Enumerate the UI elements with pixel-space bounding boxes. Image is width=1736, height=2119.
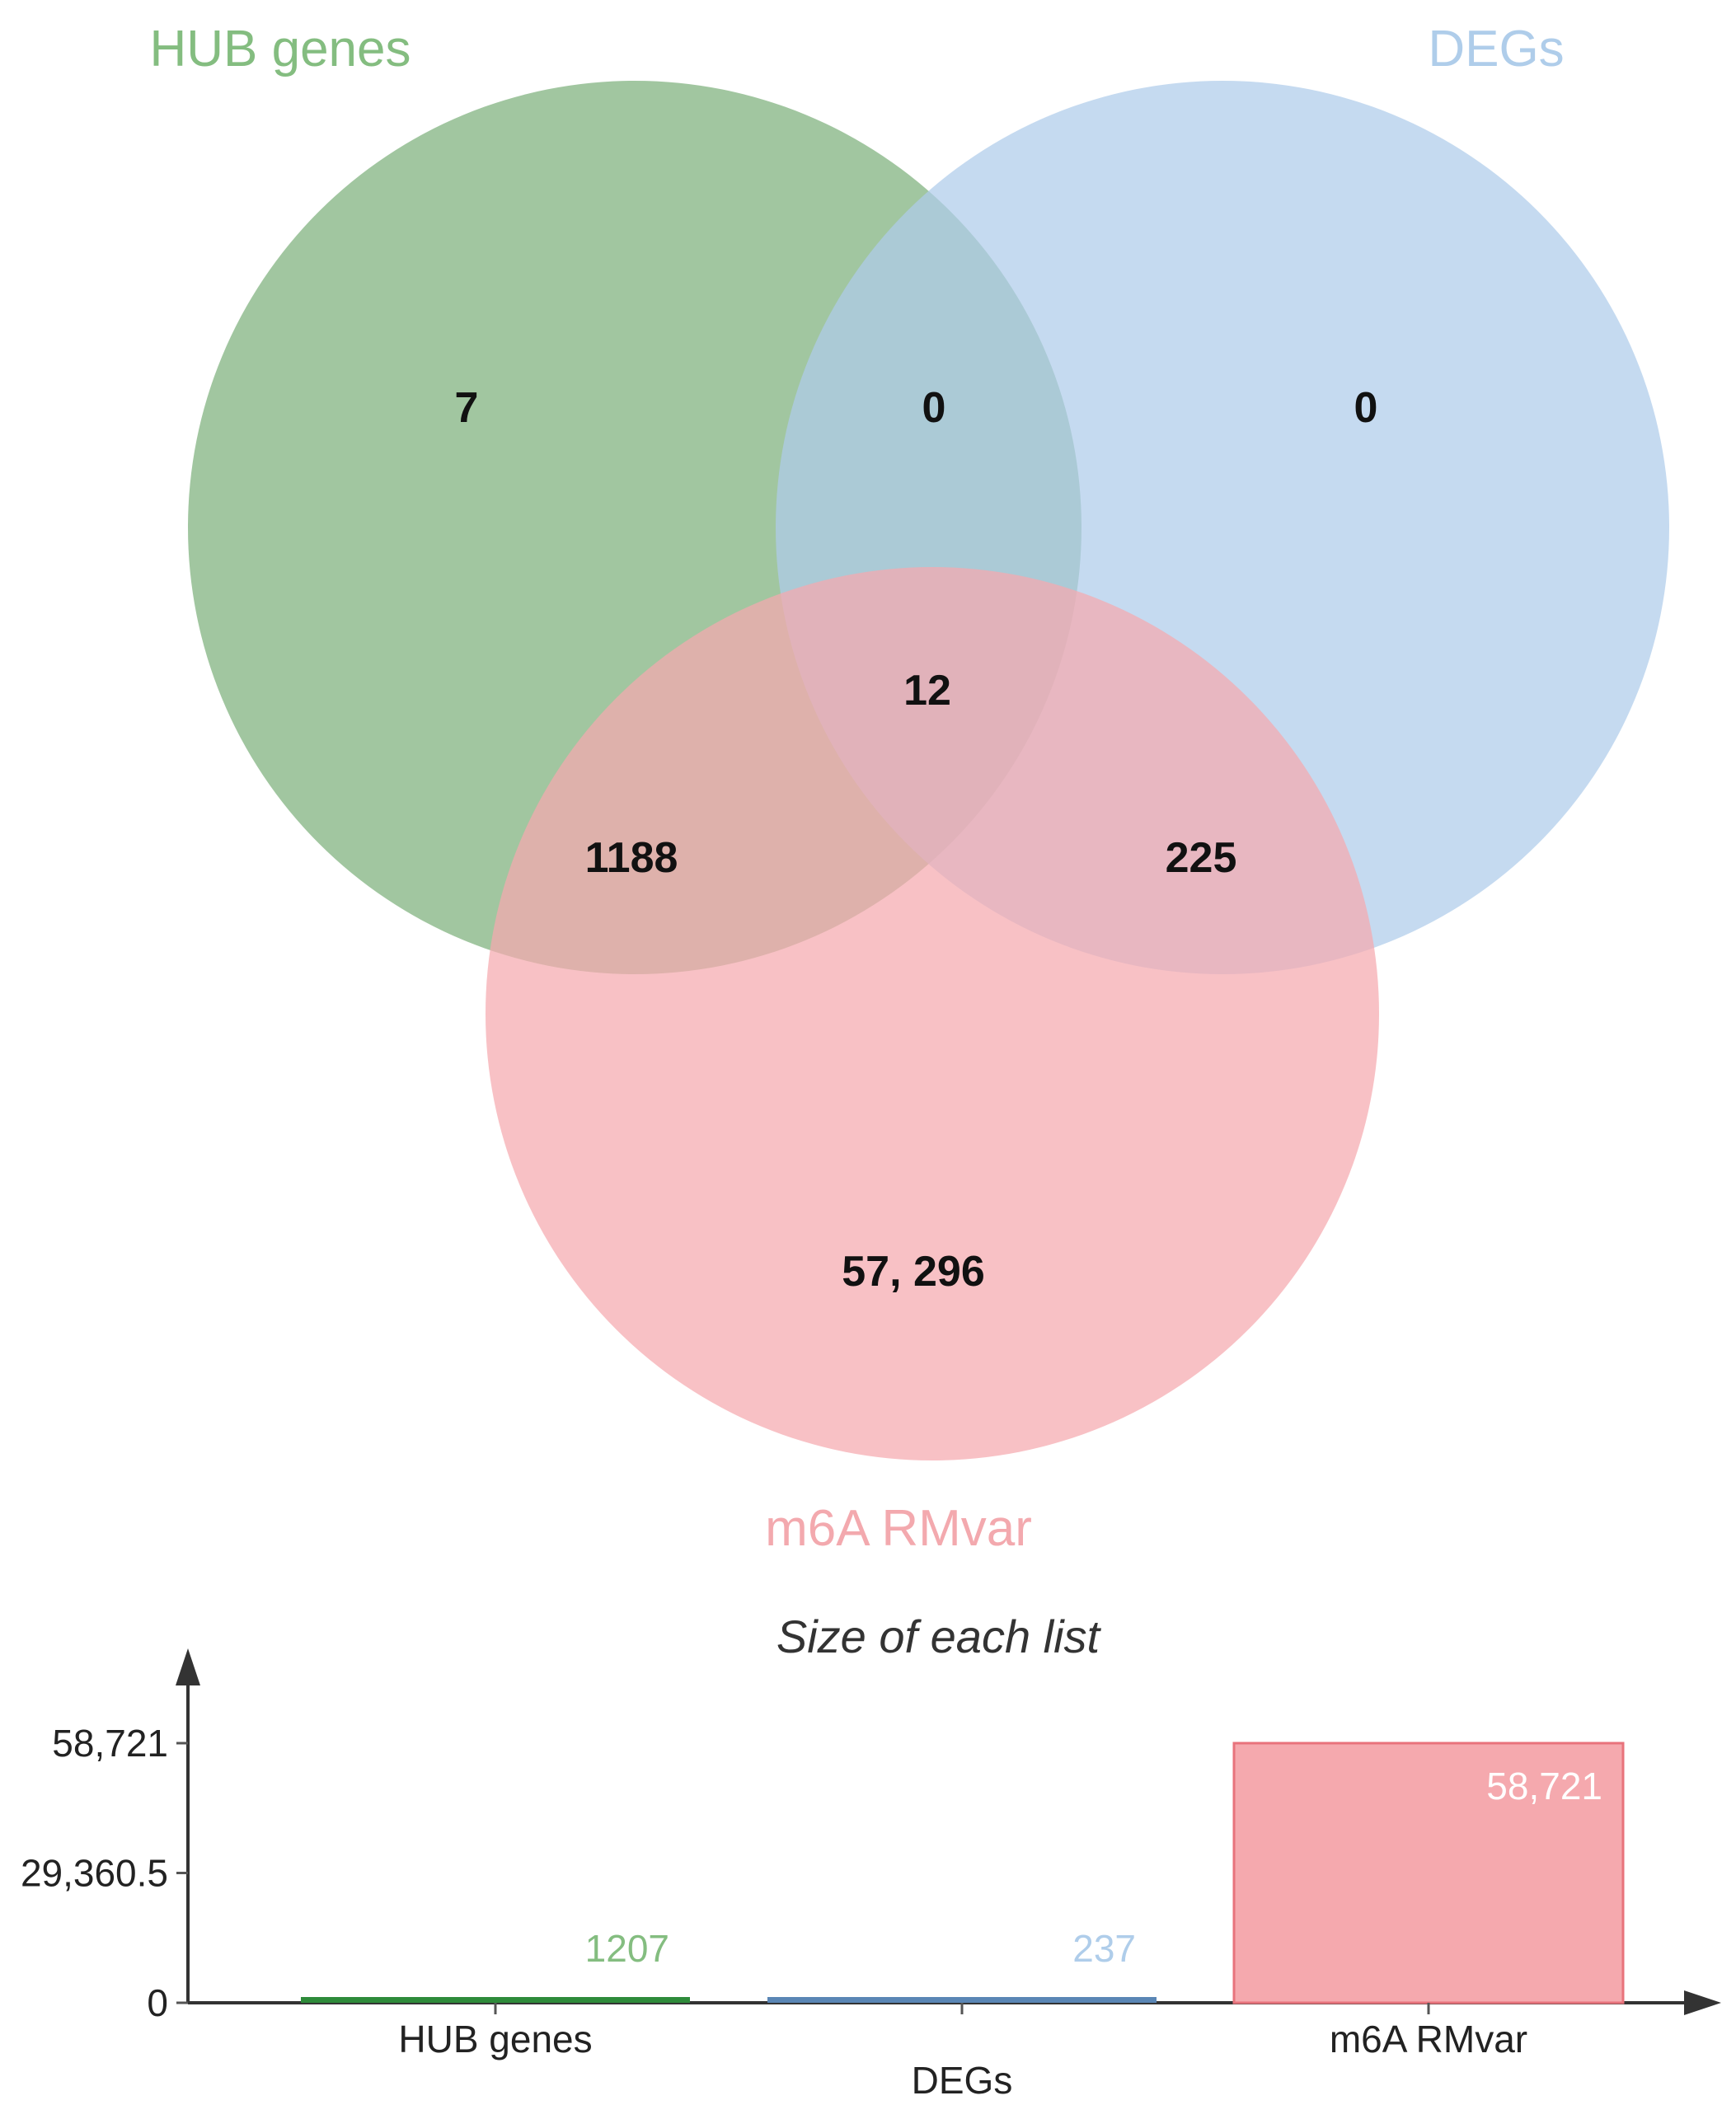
venn-diagram: HUB genes DEGs m6A RMvar 7 0 0 12 1188 2… [149,21,1669,1557]
y-tick-label: 29,360.5 [21,1852,168,1895]
x-category-label: HUB genes [398,2018,592,2060]
region-hub-degs-count: 0 [922,384,946,432]
degs-set-label: DEGs [1428,21,1564,77]
bar-degs [767,1997,1157,2003]
x-categories: HUB genes DEGs m6A RMvar [398,2003,1527,2102]
region-m6a-only-count: 57, 296 [842,1248,985,1296]
bar-m6a-rmvar [1232,1742,1625,2004]
x-axis-arrow [1684,1990,1721,2015]
bar-hub-genes [301,1997,690,2003]
hub-genes-set-label: HUB genes [149,21,411,77]
y-axis-arrow [176,1648,200,1685]
bars: 1207 237 58,721 [301,1742,1625,2004]
x-category-label: m6A RMvar [1330,2018,1527,2060]
region-degs-only-count: 0 [1354,384,1378,432]
y-tick-label: 0 [147,1981,168,2024]
m6a-rmvar-circle [486,567,1379,1460]
y-tick-label: 58,721 [52,1722,168,1765]
x-category-label: DEGs [912,2059,1013,2102]
region-hub-m6a-count: 1188 [585,834,678,882]
region-hub-only-count: 7 [455,384,479,432]
y-ticks: 0 29,360.5 58,721 [21,1722,188,2024]
bar-chart-title: Size of each list [777,1610,1102,1662]
bar-value-label: 58,721 [1486,1765,1602,1807]
region-degs-m6a-count: 225 [1166,834,1237,882]
m6a-rmvar-set-label: m6A RMvar [765,1500,1032,1557]
bar-value-label: 237 [1072,1927,1136,1970]
bar-value-label: 1207 [585,1927,669,1970]
region-all-three-count: 12 [903,667,951,715]
list-size-bar-chart: Size of each list 0 29,360.5 58,721 1207 23… [21,1610,1721,2102]
